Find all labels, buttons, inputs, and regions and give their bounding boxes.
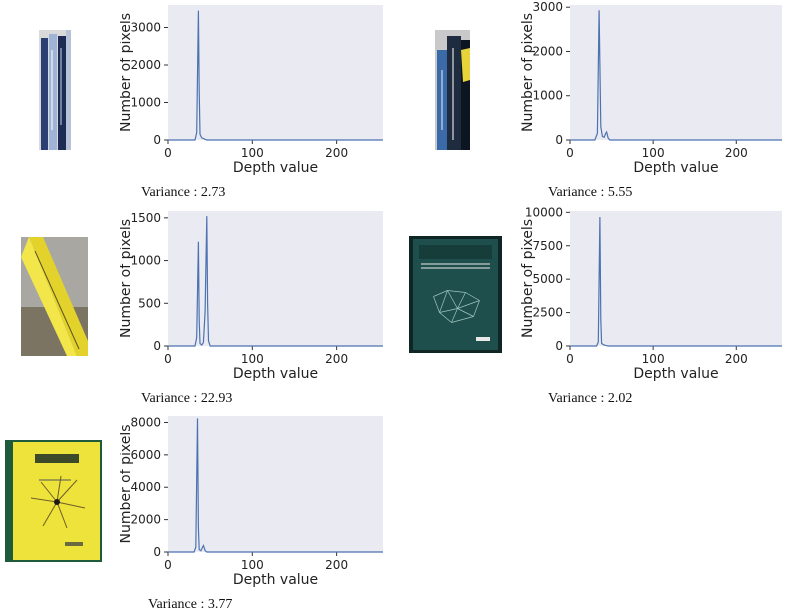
y-tick-label: 1000: [130, 96, 161, 110]
x-tick-label: 100: [241, 352, 264, 366]
y-tick-label: 1500: [130, 211, 161, 225]
variance-value: 2.73: [200, 185, 226, 200]
variance-value: 3.77: [207, 597, 233, 612]
histogram-line: [168, 10, 383, 141]
y-tick-label: 0: [555, 339, 563, 353]
x-tick-label: 0: [164, 558, 172, 572]
x-tick-label: 0: [164, 352, 172, 366]
y-tick-label: 6000: [130, 448, 161, 462]
variance-value: 2.02: [607, 391, 633, 406]
histogram-line: [570, 216, 782, 347]
plot-area: [168, 211, 383, 346]
y-axis-label: Number of pixels: [120, 424, 134, 543]
y-tick-label: 3000: [532, 0, 563, 14]
variance-label: Variance :: [548, 185, 605, 200]
y-tick-label: 7500: [532, 239, 563, 253]
thumbnail-image: [21, 237, 88, 356]
variance-caption: Variance : 2.02: [548, 391, 632, 407]
variance-label: Variance :: [548, 391, 605, 406]
variance-caption: Variance : 2.73: [141, 185, 225, 201]
histogram-chart: 0 100 200 0 500 1000 1500 Depth value Number of …: [120, 211, 383, 382]
x-tick-label: 200: [325, 146, 348, 160]
y-tick-label: 8000: [130, 415, 161, 429]
y-tick-label: 10000: [525, 206, 563, 219]
thumbnail-image: [39, 30, 71, 150]
y-axis-label: Number of pixels: [120, 13, 134, 132]
y-tick-label: 0: [153, 133, 161, 147]
y-tick-label: 4000: [130, 480, 161, 494]
thumbnail-image: [409, 236, 502, 353]
variance-label: Variance :: [141, 391, 198, 406]
x-tick-label: 0: [566, 146, 574, 160]
plot-area: [168, 5, 383, 140]
y-tick-label: 0: [153, 339, 161, 353]
thumbnail-image: [435, 30, 470, 150]
x-tick-label: 200: [325, 352, 348, 366]
x-tick-label: 100: [241, 558, 264, 572]
variance-value: 5.55: [607, 185, 633, 200]
thumbnail-graphic: [5, 440, 102, 562]
x-tick-label: 0: [164, 146, 172, 160]
y-tick-label: 1000: [130, 254, 161, 268]
thumbnail-graphic: [21, 237, 88, 356]
y-tick-label: 2000: [130, 58, 161, 72]
variance-label: Variance :: [148, 597, 205, 612]
x-tick-label: 100: [642, 146, 665, 160]
x-tick-label: 100: [642, 352, 665, 366]
histogram-chart: 0 100 200 0 2500 5000 7500 10000 Depth value Numb…: [520, 206, 782, 382]
y-axis-label: Number of pixels: [520, 219, 536, 338]
variance-value: 22.93: [200, 391, 233, 406]
x-axis-label: Depth value: [633, 366, 718, 382]
histogram-line: [570, 10, 782, 141]
histogram-line: [168, 216, 383, 347]
variance-caption: Variance : 3.77: [148, 597, 232, 613]
x-axis-label: Depth value: [233, 160, 318, 176]
thumbnail-graphic: [39, 30, 71, 150]
x-tick-label: 200: [325, 558, 348, 572]
y-tick-label: 2000: [532, 44, 563, 58]
thumbnail-graphic: [409, 236, 502, 353]
x-tick-label: 200: [725, 352, 748, 366]
variance-label: Variance :: [141, 185, 198, 200]
y-tick-label: 2500: [532, 306, 563, 320]
y-tick-label: 500: [138, 296, 161, 310]
y-axis-label: Number of pixels: [120, 219, 134, 338]
y-tick-label: 5000: [532, 272, 563, 286]
plot-area: [168, 416, 383, 552]
y-tick-label: 3000: [130, 21, 161, 35]
histogram-line: [168, 418, 383, 553]
x-axis-label: Depth value: [233, 572, 318, 588]
plot-area: [570, 211, 782, 346]
variance-caption: Variance : 5.55: [548, 185, 632, 201]
x-tick-label: 100: [241, 146, 264, 160]
x-axis-label: Depth value: [233, 366, 318, 382]
thumbnail-graphic: [435, 30, 470, 150]
x-axis-label: Depth value: [633, 160, 718, 176]
y-tick-label: 0: [555, 133, 563, 147]
variance-caption: Variance : 22.93: [141, 391, 232, 407]
y-tick-label: 0: [153, 545, 161, 559]
plot-area: [570, 5, 782, 140]
x-tick-label: 0: [566, 352, 574, 366]
y-tick-label: 1000: [532, 89, 563, 103]
x-tick-label: 200: [725, 146, 748, 160]
thumbnail-image: [5, 440, 102, 562]
y-tick-label: 2000: [130, 513, 161, 527]
y-axis-label: Number of pixels: [520, 13, 536, 132]
